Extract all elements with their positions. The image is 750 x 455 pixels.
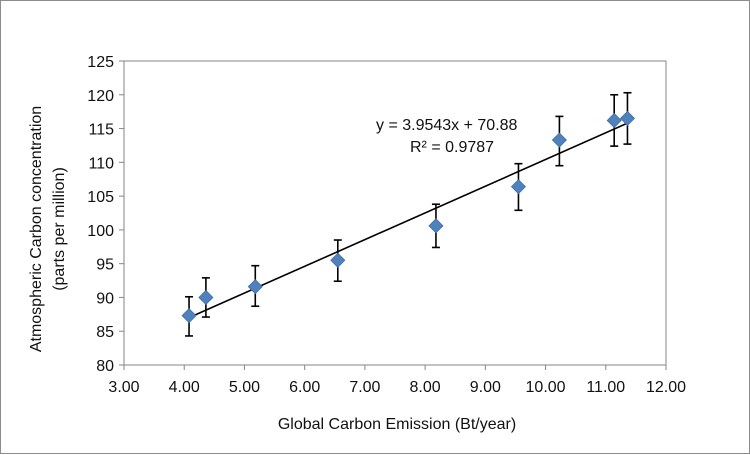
data-point-diamond bbox=[428, 218, 444, 234]
y-tick-label: 80 bbox=[96, 358, 114, 375]
x-tick-label: 11.00 bbox=[586, 379, 625, 396]
x-tick-label: 9.00 bbox=[470, 379, 501, 396]
x-tick-label: 12.00 bbox=[646, 379, 686, 396]
x-tick-label: 3.00 bbox=[108, 379, 139, 396]
data-point-diamond bbox=[330, 252, 346, 268]
y-axis-title-line2: (parts per million) bbox=[51, 167, 68, 291]
x-tick-label: 8.00 bbox=[410, 379, 441, 396]
axes-layer bbox=[123, 60, 667, 366]
y-tick-label: 95 bbox=[96, 257, 114, 274]
y-tick-label: 105 bbox=[87, 189, 114, 206]
data-point-diamond bbox=[619, 110, 636, 126]
data-point-diamond bbox=[198, 289, 214, 306]
y-axis-title-line1: Atmospheric Carbon concentration bbox=[28, 106, 45, 352]
data-point-diamond bbox=[606, 112, 622, 129]
trendline-layer bbox=[188, 122, 628, 319]
points-layer bbox=[181, 110, 636, 324]
r-squared-label: R² = 0.9787 bbox=[410, 139, 494, 156]
ticks-layer: 3.00 4.00 5.00 6.00 7.00 8.00 9.00 10.00 11.00 12… bbox=[87, 54, 686, 396]
data-point-diamond bbox=[551, 132, 567, 148]
plot-area-border bbox=[123, 60, 667, 366]
trendline-equation: y = 3.9543x + 70.88 bbox=[376, 117, 518, 134]
y-tick-label: 100 bbox=[87, 223, 114, 240]
data-point-diamond bbox=[510, 179, 527, 195]
y-tick-label: 85 bbox=[96, 324, 114, 341]
x-tick-label: 4.00 bbox=[169, 379, 200, 396]
y-tick-label: 110 bbox=[88, 155, 114, 172]
data-point-diamond bbox=[247, 279, 263, 295]
x-tick-label: 6.00 bbox=[289, 379, 320, 396]
x-tick-label: 5.00 bbox=[229, 379, 260, 396]
y-axis-title: Atmospheric Carbon concentration (parts … bbox=[28, 106, 68, 352]
x-tick-label: 7.00 bbox=[349, 379, 380, 396]
y-tick-label: 125 bbox=[87, 54, 114, 71]
trendline bbox=[188, 122, 628, 319]
x-axis-title: Global Carbon Emission (Bt/year) bbox=[278, 416, 516, 433]
y-tick-label: 115 bbox=[88, 122, 114, 139]
data-point-diamond bbox=[181, 308, 197, 324]
y-tick-label: 90 bbox=[96, 290, 114, 307]
x-tick-label: 10.00 bbox=[526, 379, 566, 396]
y-tick-label: 120 bbox=[87, 88, 114, 105]
